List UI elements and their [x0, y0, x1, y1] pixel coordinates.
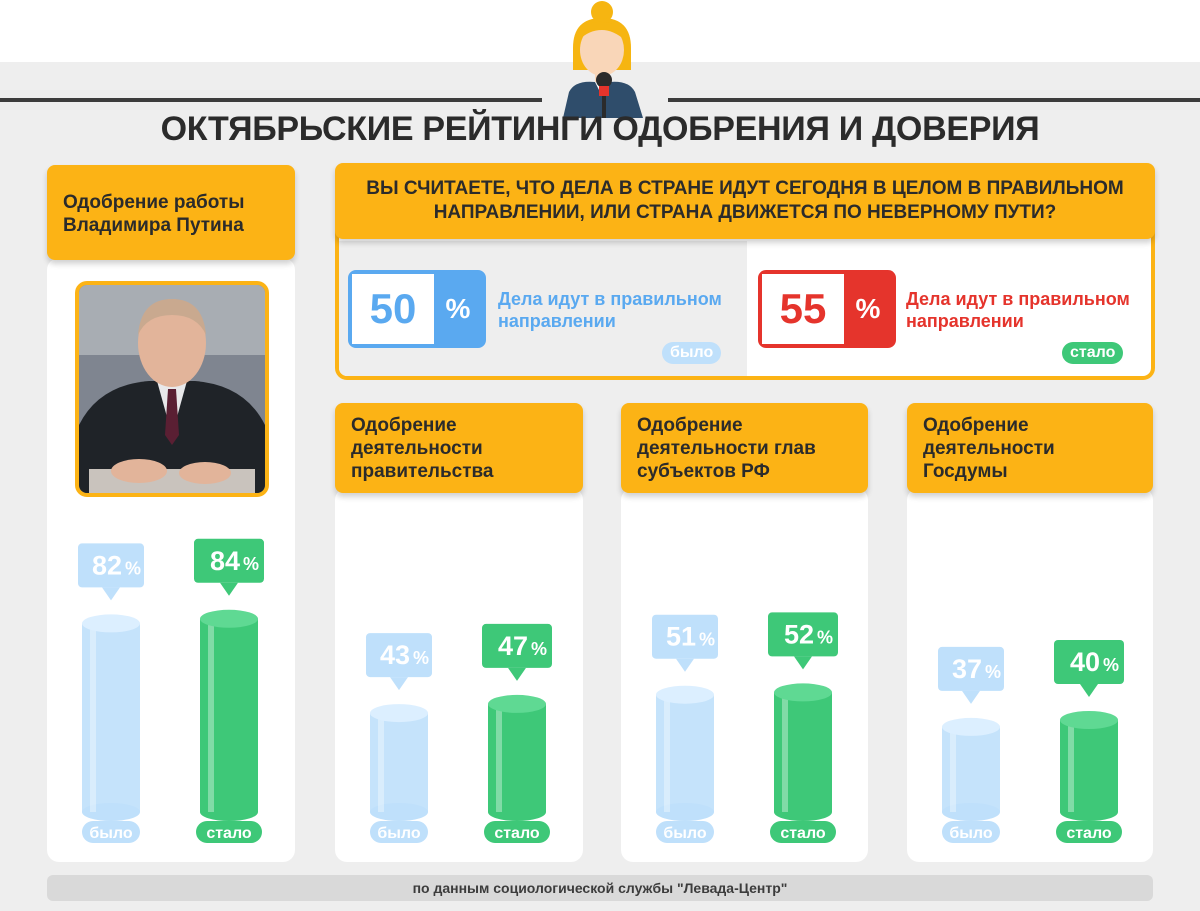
portrait-image — [79, 285, 265, 493]
card-government-title: Одобрение деятельности правительства — [351, 415, 494, 482]
reporter-icon — [563, 1, 643, 118]
after-value: 55 — [762, 274, 844, 344]
card-regions — [621, 488, 868, 862]
before-label: Дела идут в правильном направлении — [498, 289, 722, 331]
after-percent-sign: % — [855, 293, 881, 324]
title-rule-right — [668, 98, 1200, 102]
source-footer: по данным социологической службы "Левада… — [47, 875, 1153, 901]
putin-photo — [75, 281, 269, 497]
card-putin-header: Одобрение работы Владимира Путина — [47, 165, 295, 260]
card-government — [335, 488, 583, 862]
card-regions-header: Одобрение деятельности глав субъектов РФ — [621, 403, 868, 493]
title-rule-left — [0, 98, 542, 102]
after-label: Дела идут в правильном направлении — [906, 289, 1130, 331]
card-putin-title: Одобрение работы Владимира Путина — [63, 192, 245, 236]
card-government-header: Одобрение деятельности правительства — [335, 403, 583, 493]
before-value: 50 — [352, 274, 434, 344]
card-regions-title: Одобрение деятельности глав субъектов РФ — [637, 415, 816, 482]
page-title: ОКТЯБРЬСКИЕ РЕЙТИНГИ ОДОБРЕНИЯ И ДОВЕРИЯ — [160, 110, 1040, 148]
card-duma-title: Одобрение деятельности Госдумы — [923, 415, 1055, 482]
card-duma — [907, 488, 1153, 862]
after-tag: стало — [1062, 342, 1124, 364]
before-percent-sign: % — [445, 293, 471, 324]
after-value-box: 55 % — [758, 270, 896, 348]
card-duma-header: Одобрение деятельности Госдумы — [907, 403, 1153, 493]
question-text: ВЫ СЧИТАЕТЕ, ЧТО ДЕЛА В СТРАНЕ ИДУТ СЕГО… — [366, 178, 1124, 223]
question-header: ВЫ СЧИТАЕТЕ, ЧТО ДЕЛА В СТРАНЕ ИДУТ СЕГО… — [335, 163, 1155, 239]
before-value-box: 50 % — [348, 270, 486, 348]
before-tag: было — [662, 342, 722, 364]
